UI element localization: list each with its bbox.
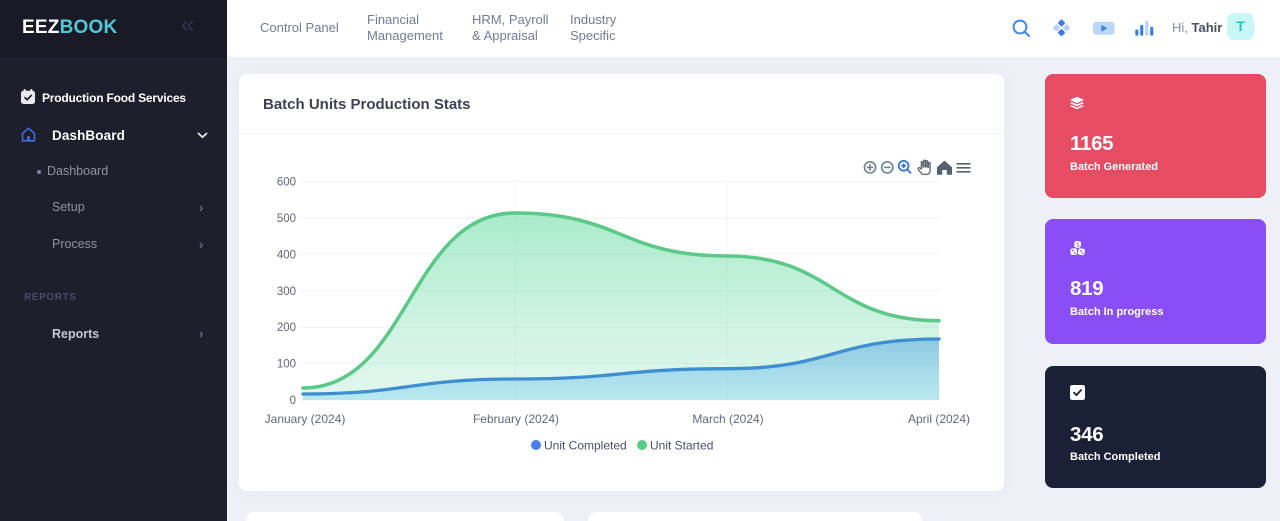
svg-text:600: 600 (277, 177, 296, 189)
svg-text:200: 200 (277, 322, 296, 334)
svg-text:Unit Started: Unit Started (650, 439, 713, 453)
svg-text:March (2024): March (2024) (692, 412, 763, 426)
svg-text:February (2024): February (2024) (473, 412, 559, 426)
svg-text:400: 400 (277, 249, 296, 261)
svg-text:100: 100 (277, 359, 296, 371)
svg-text:April (2024): April (2024) (908, 412, 970, 426)
svg-text:Unit Completed: Unit Completed (544, 439, 627, 453)
svg-text:0: 0 (290, 395, 296, 407)
svg-text:500: 500 (277, 213, 296, 225)
svg-text:January (2024): January (2024) (265, 412, 346, 426)
svg-text:300: 300 (277, 286, 296, 298)
